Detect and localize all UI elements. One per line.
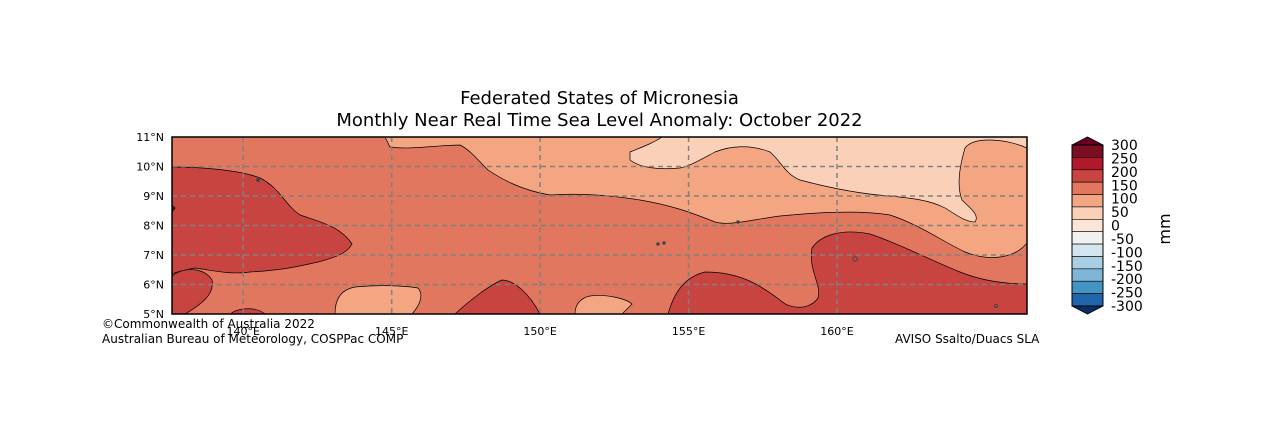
island-marker (256, 178, 260, 182)
island-marker (994, 304, 998, 308)
y-tick-label: 8°N (143, 220, 164, 233)
map-subtitle: Monthly Near Real Time Sea Level Anomaly… (336, 110, 863, 131)
map-title: Federated States of Micronesia (460, 88, 739, 109)
x-axis-ticks: 140°E 145°E 150°E 155°E 160°E (227, 325, 854, 338)
y-axis-ticks: 11°N 10°N 9°N 8°N 7°N 6°N 5°N (136, 131, 164, 321)
x-tick-label: 160°E (820, 325, 853, 338)
y-tick-label: 6°N (143, 279, 164, 292)
map-frame (171, 136, 1028, 315)
colorbar-tick-label: -200 (1111, 272, 1143, 288)
colorbar-bottom-arrow (1071, 305, 1104, 315)
colorbar-swatch (1071, 157, 1104, 171)
colorbar-swatch (1071, 144, 1104, 158)
anomaly-200-250-south-region (454, 279, 541, 314)
colorbar-swatch (1071, 169, 1104, 183)
colorbar-swatch (1071, 243, 1104, 257)
x-tick-label: 140°E (227, 325, 260, 338)
anomaly-100-150-south-region-1 (334, 285, 422, 314)
colorbar-tick-label: 300 (1111, 138, 1138, 154)
colorbar-swatch (1071, 256, 1104, 270)
colorbar-tick-label: 150 (1111, 178, 1138, 194)
colorbar: 300250200150100500-50-100-150-200-250-30… (1071, 136, 1143, 315)
colorbar-tick-label: 100 (1111, 192, 1138, 208)
colorbar-tick-label: -100 (1111, 245, 1143, 261)
gridlines (172, 137, 1027, 314)
y-tick-label: 7°N (143, 249, 164, 262)
colorbar-tick-label: -300 (1111, 299, 1143, 315)
anomaly-100-150-south-region-2 (574, 295, 633, 314)
anomaly-50-100-north-region (629, 137, 1027, 223)
colorbar-top-arrow (1071, 136, 1104, 146)
colorbar-tick-label: 200 (1111, 165, 1138, 181)
x-tick-label: 145°E (375, 325, 408, 338)
colorbar-tick-label: 250 (1111, 151, 1138, 167)
colorbar-frame (1071, 144, 1104, 307)
y-tick-label: 9°N (143, 190, 164, 203)
anomaly-200-250-southwest-region (172, 269, 213, 314)
credit-data-source: AVISO Ssalto/Duacs SLA (895, 332, 1040, 346)
island-marker (852, 256, 858, 262)
y-tick-label: 5°N (143, 308, 164, 321)
islands (256, 178, 998, 308)
island-marker (656, 242, 660, 246)
colorbar-swatch (1071, 293, 1104, 307)
colorbar-swatch (1071, 219, 1104, 232)
y-tick-label: 11°N (136, 131, 164, 144)
colorbar-tick-label: -250 (1111, 286, 1143, 302)
colorbar-swatch (1071, 194, 1104, 208)
colorbar-swatch (1071, 280, 1104, 294)
island-marker (662, 241, 666, 245)
colorbar-tick-label: 50 (1111, 205, 1129, 221)
anomaly-200-250-west-region (172, 166, 353, 275)
colorbar-swatch (1071, 206, 1104, 220)
island-marker (736, 220, 740, 224)
colorbar-unit-label: mm (1155, 213, 1174, 244)
colorbar-swatch (1071, 268, 1104, 282)
credit-bureau: Australian Bureau of Meteorology, COSPPa… (102, 332, 404, 346)
credit-copyright: ©Commonwealth of Australia 2022 (102, 317, 315, 331)
colorbar-tick-label: 0 (1111, 219, 1120, 235)
colorbar-tick-label: -150 (1111, 259, 1143, 275)
x-tick-label: 150°E (523, 325, 556, 338)
x-tick-label: 155°E (672, 325, 705, 338)
colorbar-tick-label: -50 (1111, 232, 1134, 248)
y-tick-label: 10°N (136, 161, 164, 174)
colorbar-swatch (1071, 181, 1104, 195)
anomaly-200-250-southeast-region (667, 231, 1027, 314)
colorbar-swatch (1071, 231, 1104, 245)
